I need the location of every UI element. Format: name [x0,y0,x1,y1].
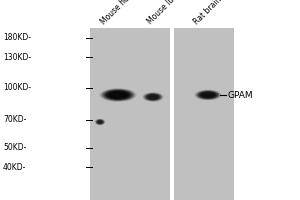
Ellipse shape [96,120,104,124]
Ellipse shape [143,92,163,102]
Text: Mouse lung: Mouse lung [146,0,183,26]
Ellipse shape [97,120,103,124]
Ellipse shape [144,93,162,101]
Ellipse shape [110,92,127,98]
Text: 40KD-: 40KD- [3,162,26,171]
Ellipse shape [203,93,213,97]
Ellipse shape [197,91,218,99]
Ellipse shape [150,96,156,98]
Ellipse shape [112,93,124,97]
Ellipse shape [114,94,122,96]
Ellipse shape [207,94,209,96]
Ellipse shape [195,90,220,100]
Ellipse shape [98,121,102,123]
Ellipse shape [102,89,134,101]
Text: Rat brain: Rat brain [192,0,223,26]
Ellipse shape [95,119,105,125]
Ellipse shape [98,121,102,123]
Ellipse shape [110,92,126,98]
Text: 180KD-: 180KD- [3,33,31,43]
Text: 100KD-: 100KD- [3,84,31,92]
Ellipse shape [100,88,136,102]
Ellipse shape [96,119,104,125]
Ellipse shape [95,119,105,125]
Text: 130KD-: 130KD- [3,52,31,62]
Text: 50KD-: 50KD- [3,144,26,152]
Ellipse shape [105,90,131,100]
Text: GPAM: GPAM [228,90,254,99]
Ellipse shape [109,92,128,98]
Ellipse shape [152,96,155,98]
Ellipse shape [148,95,158,99]
Ellipse shape [149,95,157,99]
Ellipse shape [142,92,164,102]
Text: Mouse heart: Mouse heart [99,0,139,26]
Ellipse shape [147,94,159,100]
Ellipse shape [106,91,129,99]
Ellipse shape [99,121,101,123]
Ellipse shape [97,120,103,124]
Ellipse shape [95,119,105,125]
Ellipse shape [96,119,104,125]
Ellipse shape [204,93,212,97]
Ellipse shape [195,90,221,100]
Ellipse shape [152,97,154,98]
Ellipse shape [201,92,215,98]
Ellipse shape [151,96,155,98]
Ellipse shape [205,94,212,96]
Ellipse shape [200,92,216,98]
Ellipse shape [145,94,161,100]
Ellipse shape [150,96,156,98]
Ellipse shape [205,94,211,96]
Ellipse shape [144,93,162,101]
Ellipse shape [104,90,132,100]
Ellipse shape [99,121,101,123]
Ellipse shape [196,90,220,100]
Ellipse shape [116,94,120,96]
Ellipse shape [115,94,121,96]
Ellipse shape [146,94,160,100]
Ellipse shape [98,121,102,123]
Ellipse shape [108,91,128,99]
Ellipse shape [202,93,214,97]
Ellipse shape [206,94,210,96]
Ellipse shape [200,92,216,98]
Bar [90,28,234,200]
Ellipse shape [98,120,103,124]
Bar [170,28,174,200]
Ellipse shape [103,89,133,101]
Ellipse shape [148,95,158,99]
Ellipse shape [197,91,219,99]
Ellipse shape [113,93,123,97]
Ellipse shape [106,90,130,100]
Ellipse shape [146,94,160,100]
Ellipse shape [111,93,125,97]
Ellipse shape [99,121,101,123]
Ellipse shape [199,91,217,99]
Ellipse shape [202,93,214,97]
Ellipse shape [198,91,218,99]
Ellipse shape [145,93,161,101]
Ellipse shape [101,89,135,101]
Ellipse shape [148,95,158,99]
Text: 70KD-: 70KD- [3,116,26,124]
Ellipse shape [96,120,103,124]
Ellipse shape [97,120,103,124]
